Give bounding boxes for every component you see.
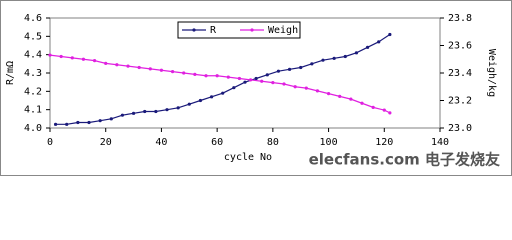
data-point: [338, 94, 342, 98]
data-point: [360, 101, 364, 105]
data-point: [198, 98, 203, 103]
y2-tick-label: 23.4: [448, 68, 472, 79]
data-point: [365, 45, 370, 49]
data-point: [48, 53, 52, 57]
data-point: [254, 76, 258, 81]
data-point: [115, 63, 119, 67]
x-tick-label: 60: [211, 137, 223, 148]
y-axis-label: R/mΩ: [5, 61, 16, 85]
y-tick-label: 4.0: [24, 123, 42, 134]
y-tick-label: 4.3: [24, 68, 42, 79]
data-point: [143, 109, 147, 114]
data-point: [276, 69, 281, 73]
y-tick-label: 4.2: [24, 86, 42, 97]
data-point: [215, 74, 219, 78]
y2-axis-label: Weigh/kg: [486, 49, 497, 97]
data-point: [226, 75, 230, 79]
data-point: [209, 95, 214, 99]
data-point: [248, 78, 253, 82]
data-point: [315, 89, 320, 93]
data-point: [260, 79, 264, 83]
legend-label: Weigh: [268, 25, 298, 36]
legend-box: [177, 21, 301, 39]
data-point: [388, 111, 392, 115]
data-point: [221, 91, 225, 95]
data-point: [81, 57, 86, 61]
data-point: [326, 92, 331, 96]
data-point: [170, 70, 175, 74]
data-point: [109, 117, 113, 121]
data-point: [126, 64, 130, 68]
data-point: [53, 122, 58, 126]
data-point: [265, 73, 269, 77]
data-point: [354, 51, 359, 55]
x-tick-label: 100: [320, 137, 338, 148]
data-point: [176, 106, 180, 110]
data-point: [154, 109, 158, 114]
y2-tick-label: 23.0: [448, 123, 472, 134]
data-point: [287, 67, 292, 71]
data-point: [59, 54, 63, 59]
data-point: [371, 105, 375, 109]
x-tick-label: 20: [100, 137, 112, 148]
data-point: [271, 81, 275, 85]
x-tick-label: 120: [375, 137, 393, 148]
data-point: [148, 67, 152, 71]
data-point: [120, 113, 125, 117]
data-point: [98, 119, 102, 123]
data-point: [388, 32, 392, 37]
data-point: [321, 58, 325, 62]
chart: cycle No R/mΩ Weigh/kg elecfans.com 电子发烧…: [0, 0, 512, 176]
data-point: [343, 54, 347, 59]
data-point: [165, 108, 169, 112]
data-point: [377, 40, 381, 44]
x-tick-label: 140: [431, 137, 449, 148]
data-point: [70, 56, 74, 60]
data-point: [137, 65, 141, 70]
series-line: [49, 54, 391, 114]
y2-tick-label: 23.8: [448, 13, 472, 24]
data-point: [182, 71, 186, 75]
legend-label: R: [210, 25, 217, 36]
data-point: [232, 86, 236, 90]
y2-tick-label: 23.2: [448, 96, 472, 107]
x-tick-label: 0: [47, 137, 53, 148]
y-tick-label: 4.4: [24, 50, 42, 61]
data-point: [87, 120, 91, 125]
x-tick-label: 40: [155, 137, 167, 148]
legend-marker: [192, 28, 196, 32]
data-point: [65, 122, 69, 126]
x-axis-label: cycle No: [224, 152, 272, 163]
data-point: [159, 68, 164, 72]
data-point: [349, 97, 353, 101]
data-point: [299, 65, 303, 70]
data-point: [187, 102, 191, 106]
y-tick-label: 4.6: [24, 13, 42, 24]
data-point: [282, 82, 286, 86]
data-point: [76, 120, 80, 125]
data-point: [131, 111, 136, 115]
data-point: [304, 86, 308, 90]
data-point: [193, 72, 197, 76]
data-point: [237, 76, 242, 81]
data-point: [92, 59, 97, 63]
data-point: [382, 108, 386, 112]
data-point: [243, 80, 247, 84]
data-point: [332, 56, 336, 60]
data-point: [310, 62, 314, 66]
y-tick-label: 4.5: [24, 31, 42, 42]
y2-tick-label: 23.6: [448, 41, 472, 52]
data-point: [204, 74, 208, 78]
data-point: [104, 61, 108, 65]
legend-marker: [250, 28, 254, 32]
watermark: elecfans.com 电子发烧友: [309, 151, 500, 169]
y-tick-label: 4.1: [24, 105, 42, 116]
data-point: [293, 85, 297, 89]
x-tick-label: 80: [267, 137, 279, 148]
